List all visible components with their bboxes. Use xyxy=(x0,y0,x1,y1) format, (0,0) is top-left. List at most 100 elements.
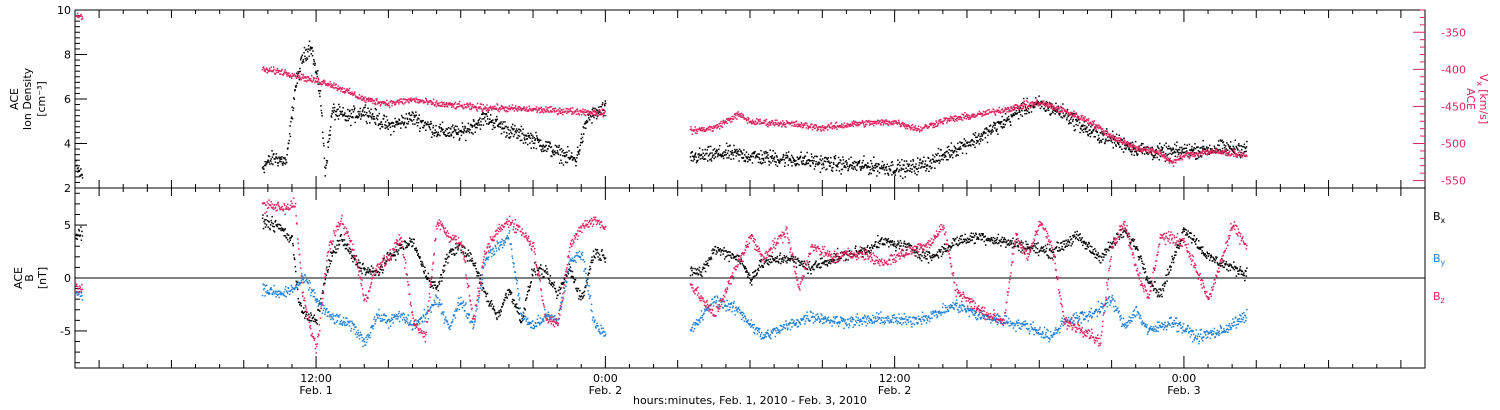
ion-density-point xyxy=(382,118,385,120)
ion-density-point xyxy=(760,163,763,165)
ion-density-point xyxy=(813,160,815,162)
velocity-point xyxy=(798,124,801,127)
bx-point xyxy=(505,296,508,298)
ion-density-point xyxy=(826,168,828,170)
ion-density-point xyxy=(333,106,336,109)
ion-density-point xyxy=(1012,114,1014,117)
velocity-point xyxy=(1101,128,1104,130)
velocity-point xyxy=(1090,124,1093,127)
ion-density-point xyxy=(1188,143,1191,146)
velocity-point xyxy=(1206,154,1209,156)
ion-density-point xyxy=(1214,147,1216,149)
ion-density-point xyxy=(821,158,824,160)
ion-density-point xyxy=(871,167,873,170)
bx-point xyxy=(746,271,748,273)
ion-density-point xyxy=(1199,155,1202,157)
velocity-point xyxy=(560,108,562,111)
ion-density-point xyxy=(300,56,303,58)
velocity-point xyxy=(388,104,390,107)
ion-density-point xyxy=(379,127,381,130)
velocity-point xyxy=(825,127,827,130)
velocity-point xyxy=(601,113,603,115)
velocity-point xyxy=(1156,150,1158,152)
velocity-point xyxy=(78,16,80,19)
ion-density-point xyxy=(508,133,510,135)
ion-density-point xyxy=(800,151,802,153)
velocity-point xyxy=(877,119,879,121)
velocity-point xyxy=(815,126,818,128)
velocity-point xyxy=(950,119,952,121)
velocity-point xyxy=(1126,142,1128,144)
ion-density-point xyxy=(992,124,995,127)
velocity-point xyxy=(416,98,418,101)
velocity-point xyxy=(775,122,777,124)
bx-point xyxy=(512,302,514,305)
velocity-point xyxy=(1215,148,1217,150)
velocity-point xyxy=(737,114,739,116)
ion-density-point xyxy=(519,129,521,131)
ion-density-point xyxy=(505,132,508,134)
ion-density-point xyxy=(1098,142,1101,144)
ion-density-point xyxy=(993,122,996,125)
ion-density-point xyxy=(1168,147,1170,150)
ion-density-point xyxy=(1070,122,1072,124)
ion-density-point xyxy=(964,143,966,145)
bx-point xyxy=(461,246,464,249)
bx-point xyxy=(309,320,311,322)
ion-density-point xyxy=(805,162,807,164)
velocity-point xyxy=(445,102,448,104)
velocity-point xyxy=(540,108,543,111)
ion-density-point xyxy=(288,142,290,144)
ion-density-point xyxy=(360,115,363,118)
velocity-point xyxy=(344,91,347,94)
ion-density-point xyxy=(346,115,349,118)
bx-point xyxy=(695,269,698,271)
ion-density-point xyxy=(326,160,329,162)
ion-density-point xyxy=(351,116,354,118)
velocity-point xyxy=(303,80,306,82)
velocity-point xyxy=(884,121,886,123)
ion-density-point xyxy=(847,168,850,170)
ion-density-point xyxy=(756,156,759,158)
ion-density-point xyxy=(1089,129,1091,131)
ion-density-point xyxy=(815,163,817,165)
ion-density-point xyxy=(1205,146,1208,148)
ion-density-point xyxy=(1196,157,1199,160)
bx-point xyxy=(434,284,437,286)
bx-point xyxy=(448,251,451,254)
velocity-point xyxy=(763,121,765,124)
ion-density-point xyxy=(604,100,606,102)
y2-tick-label: -550 xyxy=(1441,175,1466,188)
ion-density-point xyxy=(1087,133,1089,136)
ion-density-point xyxy=(787,151,790,153)
velocity-point xyxy=(830,122,833,124)
velocity-point xyxy=(1069,114,1071,116)
velocity-point xyxy=(1202,153,1204,155)
velocity-point xyxy=(315,80,317,83)
ion-density-point xyxy=(891,174,893,176)
ion-density-point xyxy=(416,125,419,127)
velocity-point xyxy=(739,113,741,115)
velocity-point xyxy=(1202,150,1205,152)
ion-density-point xyxy=(717,152,720,155)
ion-density-point xyxy=(1245,146,1248,148)
velocity-point xyxy=(1238,151,1240,154)
ion-density-point xyxy=(1118,143,1120,146)
velocity-point xyxy=(318,83,321,85)
bx-point xyxy=(525,299,527,301)
velocity-point xyxy=(1033,103,1036,106)
velocity-point xyxy=(1124,140,1126,142)
velocity-point xyxy=(939,120,941,122)
ion-density-point xyxy=(590,116,592,118)
ion-density-point xyxy=(750,155,753,158)
velocity-point xyxy=(509,109,511,111)
ion-density-point xyxy=(545,140,547,143)
bx-point xyxy=(490,300,493,302)
ion-density-point xyxy=(505,136,507,138)
ion-density-point xyxy=(433,132,435,134)
ion-density-point xyxy=(1024,113,1026,115)
ion-density-point xyxy=(702,152,705,154)
ion-density-point xyxy=(872,167,875,169)
bx-point xyxy=(477,275,480,277)
velocity-point xyxy=(376,98,378,100)
